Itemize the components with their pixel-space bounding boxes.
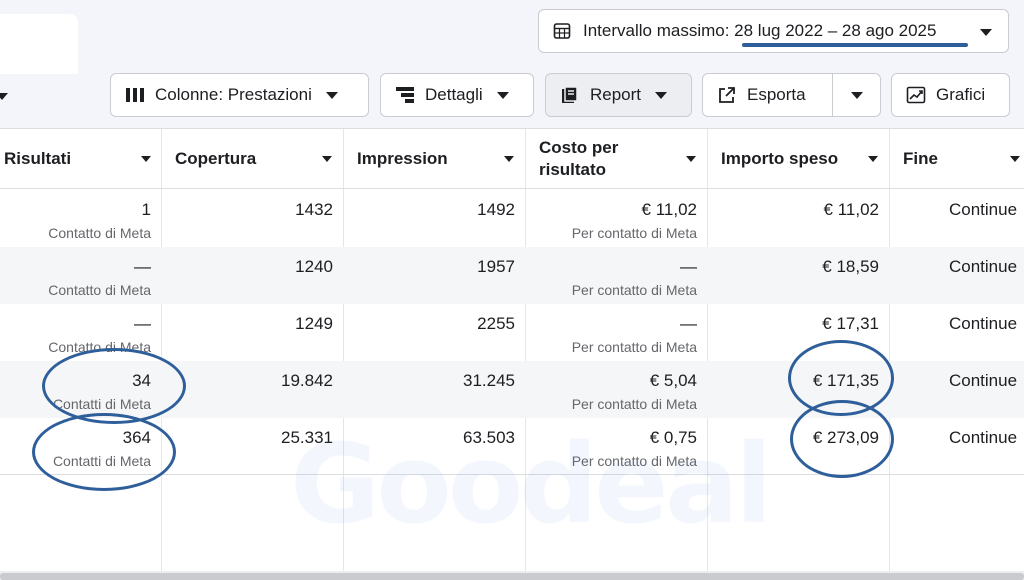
report-icon [562, 86, 578, 103]
annotation-underline [742, 43, 968, 47]
cell-end: Continue [949, 428, 1018, 447]
header-reach[interactable]: Copertura [175, 129, 341, 189]
chart-icon [906, 86, 926, 104]
cell-reach: 19.842 [281, 371, 333, 390]
column-divider [343, 129, 344, 573]
charts-button[interactable]: Grafici [891, 73, 1010, 117]
chevron-down-icon [980, 29, 992, 36]
report-button[interactable]: Report [545, 73, 692, 117]
table-row[interactable]: 1 Contatto di Meta 1432 1492 € 11,02 Per c… [0, 190, 1024, 247]
columns-label: Colonne: Prestazioni [155, 85, 312, 104]
cell-end: Continue [949, 257, 1018, 276]
cell-cost: — Per contatto di Meta [571, 257, 697, 298]
cell-spent: € 273,09 [812, 428, 879, 447]
table-row[interactable]: — Contatto di Meta 1249 2255 — Per contatt… [0, 304, 1024, 361]
cell-impressions: 31.245 [463, 371, 515, 390]
sort-caret-icon [686, 156, 696, 162]
column-divider [707, 129, 708, 573]
sort-caret-icon [141, 156, 151, 162]
chevron-down-icon [655, 91, 668, 99]
results-table: Risultati Copertura Impression Costo per… [0, 128, 1024, 573]
chevron-down-icon [850, 91, 863, 99]
header-amount-spent[interactable]: Importo speso [721, 129, 887, 189]
sort-caret-icon [322, 156, 332, 162]
columns-icon [126, 88, 144, 102]
cell-end: Continue [949, 371, 1018, 390]
cell-end: Continue [949, 200, 1018, 219]
cell-results: — Contatto di Meta [48, 257, 151, 298]
details-label: Dettagli [425, 85, 483, 104]
cell-spent: € 171,35 [812, 371, 879, 390]
header-end[interactable]: Fine [903, 129, 1024, 189]
charts-label: Grafici [936, 85, 986, 104]
date-range-label: Intervallo massimo [583, 21, 725, 40]
export-label: Esporta [747, 85, 806, 104]
columns-button[interactable]: Colonne: Prestazioni [110, 73, 369, 117]
cell-reach: 1249 [295, 314, 333, 333]
cell-results: — Contatto di Meta [48, 314, 151, 355]
sort-caret-icon [504, 156, 514, 162]
export-button[interactable]: Esporta [703, 74, 833, 116]
cell-spent: € 11,02 [823, 200, 879, 219]
header-results[interactable]: Risultati [4, 129, 159, 189]
cell-reach: 1240 [295, 257, 333, 276]
left-panel-tab [0, 14, 78, 74]
cell-cost: € 0,75 Per contatto di Meta [571, 428, 697, 469]
export-button-group: Esporta [702, 73, 881, 117]
export-dropdown-button[interactable] [833, 74, 880, 116]
calendar-icon [553, 23, 571, 39]
chevron-down-icon [325, 91, 338, 99]
column-divider [525, 129, 526, 573]
cell-cost: € 11,02 Per contatto di Meta [571, 200, 697, 241]
export-icon [719, 87, 735, 103]
chevron-down-icon [496, 91, 509, 99]
table-row[interactable]: 34 Contatti di Meta 19.842 31.245 € 5,04 P… [0, 361, 1024, 418]
cell-reach: 1432 [295, 200, 333, 219]
breakdown-icon [396, 87, 414, 103]
cell-spent: € 17,31 [822, 314, 879, 333]
date-range-value: 28 lug 2022 – 28 ago 2025 [734, 21, 937, 40]
column-divider [889, 129, 890, 573]
cell-results: 34 Contatti di Meta [52, 371, 151, 412]
report-label: Report [590, 85, 642, 104]
cell-impressions: 1957 [477, 257, 515, 276]
cell-impressions: 1492 [477, 200, 515, 219]
cell-impressions: 2255 [477, 314, 515, 333]
details-button[interactable]: Dettagli [380, 73, 534, 117]
cell-spent: € 18,59 [822, 257, 879, 276]
chevron-down-icon[interactable] [0, 93, 8, 100]
table-row[interactable]: 364 Contatti di Meta 25.331 63.503 € 0,75… [0, 418, 1024, 475]
cell-cost: € 5,04 Per contatto di Meta [571, 371, 697, 412]
cell-reach: 25.331 [281, 428, 333, 447]
horizontal-scrollbar-thumb[interactable] [0, 573, 1024, 580]
cell-results: 364 Contatti di Meta [52, 428, 151, 469]
header-impressions[interactable]: Impression [357, 129, 523, 189]
sort-caret-icon [1010, 156, 1020, 162]
cell-impressions: 63.503 [463, 428, 515, 447]
cell-cost: — Per contatto di Meta [571, 314, 697, 355]
sort-caret-icon [868, 156, 878, 162]
column-divider [161, 129, 162, 573]
cell-results: 1 Contatto di Meta [48, 200, 151, 241]
cell-end: Continue [949, 314, 1018, 333]
table-row[interactable]: — Contatto di Meta 1240 1957 — Per contatt… [0, 247, 1024, 304]
header-cost-per-result[interactable]: Costo per risultato [539, 129, 705, 189]
